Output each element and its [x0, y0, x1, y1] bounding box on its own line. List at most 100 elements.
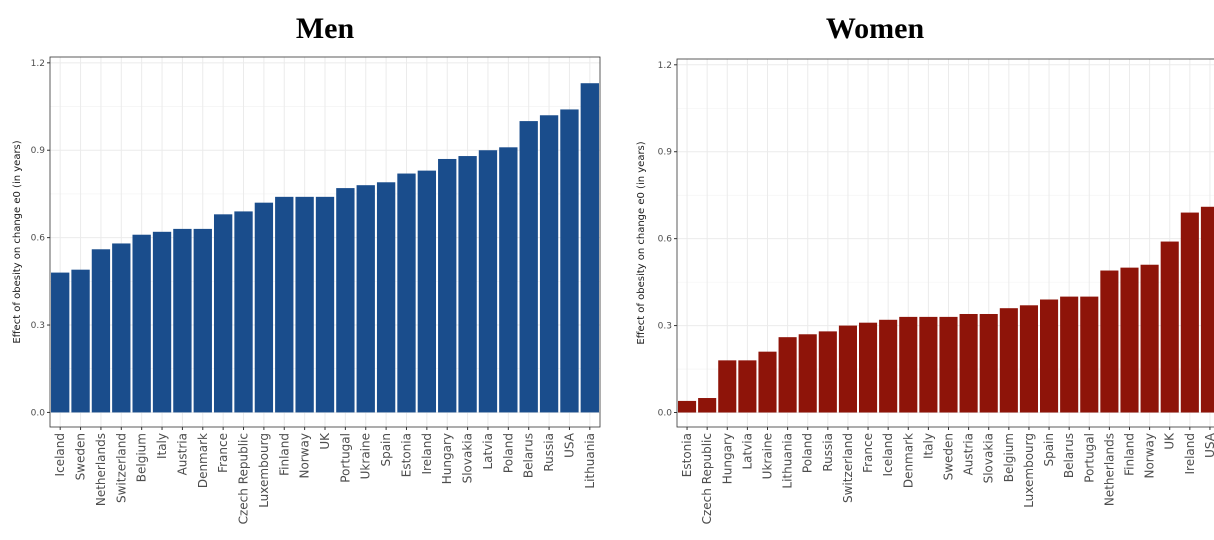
women-x-tick-label: Czech Republic [700, 433, 714, 524]
women-bar [899, 316, 918, 413]
women-x-tick-label: Hungary [720, 433, 734, 484]
women-bar [798, 334, 817, 413]
men-x-tick-label: Portugal [338, 433, 352, 483]
women-x-tick-label: France [861, 433, 875, 473]
men-bar [132, 234, 151, 413]
women-x-tick-label: Ukraine [761, 433, 775, 479]
men-bar [560, 109, 579, 413]
women-bar [1100, 270, 1119, 413]
men-bar [356, 185, 375, 413]
men-x-tick-label: Denmark [196, 433, 210, 488]
men-y-tick-label: 0.3 [31, 321, 45, 331]
men-y-tick-label: 0.6 [31, 234, 46, 244]
women-bar [959, 313, 978, 413]
women-chart-title: Women [825, 12, 925, 45]
women-bar [999, 308, 1018, 413]
men-x-tick-label: Spain [379, 433, 393, 467]
women-bar [758, 351, 777, 413]
men-bar [397, 173, 416, 413]
men-bar [91, 249, 111, 413]
women-bar [1180, 212, 1199, 413]
women-bar [859, 322, 878, 413]
men-y-tick-label: 0.0 [31, 408, 46, 418]
men-x-tick-label: Iceland [53, 433, 67, 476]
men-x-tick-label: Norway [298, 433, 312, 479]
men-bar [458, 156, 477, 413]
women-x-tick-label: Lithuania [781, 433, 795, 489]
men-bar [275, 196, 294, 413]
women-x-tick-label: Latvia [740, 433, 754, 470]
men-x-tick-label: Italy [155, 433, 169, 459]
women-x-tick-label: Norway [1143, 433, 1157, 479]
women-bar [1019, 305, 1038, 413]
men-x-tick-label: Slovakia [461, 433, 475, 483]
men-x-tick-label: USA [562, 432, 576, 458]
men-x-tick-label: UK [318, 432, 332, 450]
women-y-tick-label: 1.2 [658, 61, 672, 71]
men-y-tick-label: 0.9 [31, 146, 46, 156]
men-bar [254, 202, 274, 413]
women-bar [1200, 206, 1214, 413]
men-y-tick-label: 1.2 [31, 59, 45, 69]
women-x-tick-label: Estonia [680, 433, 694, 477]
men-bar [51, 272, 70, 413]
women-bar [678, 400, 697, 413]
men-x-tick-label: Lithuania [583, 433, 597, 489]
men-x-tick-label: Sweden [74, 433, 88, 480]
men-bar [71, 269, 90, 413]
women-x-tick-label: USA [1203, 432, 1214, 458]
women-x-tick-label: Portugal [1082, 433, 1096, 483]
women-bar [1040, 299, 1059, 413]
men-x-tick-label: Latvia [481, 433, 495, 470]
men-bar [295, 196, 314, 413]
men-bar [539, 115, 559, 413]
men-bar [417, 170, 437, 413]
women-bar [1140, 264, 1159, 413]
men-x-tick-label: Switzerland [114, 433, 128, 503]
women-x-tick-label: Austria [962, 433, 976, 475]
men-bar [438, 158, 457, 413]
women-y-tick-label: 0.3 [658, 322, 672, 332]
women-x-tick-label: Iceland [881, 433, 895, 476]
women-y-tick-label: 0.0 [658, 409, 673, 419]
women-x-tick-label: Spain [1042, 433, 1056, 467]
women-bar [698, 398, 717, 413]
women-bar [919, 316, 938, 413]
men-bar [234, 211, 253, 413]
men-bar [519, 121, 538, 413]
women-bar [939, 316, 958, 413]
women-bar-chart: 0.0 0.3 0.6 0.9 1.2 Estonia Czech Republic Hung… [636, 58, 1214, 524]
women-bar [718, 360, 737, 413]
men-x-tick-label: Ukraine [359, 433, 373, 479]
women-x-tick-label: UK [1163, 432, 1177, 450]
men-x-tick-label: Belarus [522, 433, 536, 478]
women-y-axis-label: Effect of obesity on change e0 (in years… [636, 141, 647, 344]
men-x-tick-label: Czech Republic [237, 433, 251, 524]
men-bar [193, 228, 212, 413]
women-bar [838, 325, 857, 413]
women-bar [1120, 267, 1139, 413]
women-bar [818, 331, 837, 413]
women-x-tick-label: Belgium [1002, 433, 1016, 482]
women-x-tick-label: Switzerland [841, 433, 855, 503]
men-bar [173, 228, 192, 413]
men-bar [213, 214, 233, 413]
men-x-tick-label: Netherlands [94, 433, 108, 506]
women-x-tick-label: Belarus [1062, 433, 1076, 478]
women-x-tick-label: Poland [801, 433, 815, 473]
women-x-tick-label: Denmark [901, 433, 915, 488]
women-x-tick-label: Luxembourg [1022, 433, 1036, 508]
women-bar [778, 337, 797, 413]
men-x-tick-label: Luxembourg [257, 433, 271, 508]
men-bar [580, 83, 599, 413]
women-bar [1160, 241, 1179, 413]
women-bar [1060, 296, 1079, 413]
women-x-tick-label: Russia [821, 433, 835, 472]
men-chart-title: Men [295, 12, 355, 45]
men-x-tick-label: Hungary [440, 433, 454, 484]
women-x-tick-label: Sweden [942, 433, 956, 480]
women-bar [1080, 296, 1099, 413]
men-chart-panel: Men 0.0 0.3 0.6 0.9 1.2 Iceland Sweden Netherla… [12, 12, 601, 524]
women-bar [879, 319, 898, 413]
women-y-tick-label: 0.9 [658, 148, 673, 158]
